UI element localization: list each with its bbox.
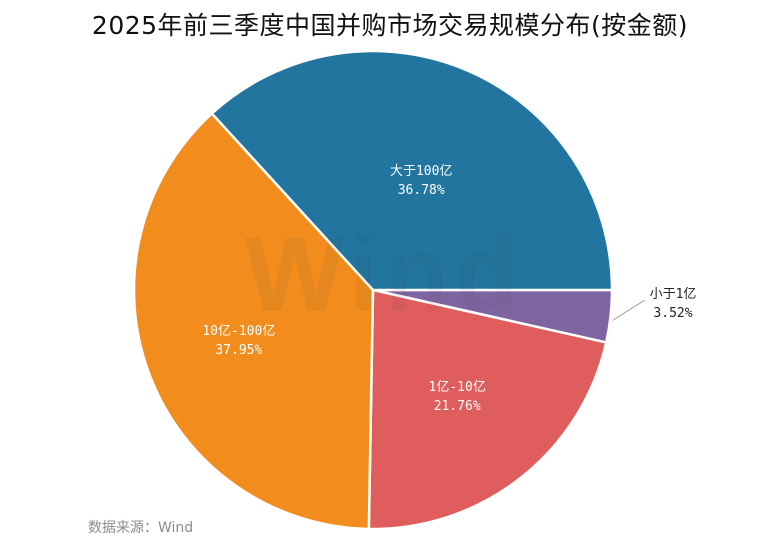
- slice-label-over-100yi: 大于100亿 36.78%: [366, 162, 476, 200]
- data-source-note: 数据来源：Wind: [88, 520, 194, 536]
- label-value: 3.52%: [653, 306, 693, 321]
- label-value: 21.76%: [433, 399, 481, 415]
- slice-label-10-100yi: 10亿-100亿 37.95%: [184, 322, 294, 360]
- label-name: 10亿-100亿: [202, 323, 276, 339]
- leader-line: [612, 299, 646, 321]
- pie-slice: [367, 288, 608, 531]
- chart-title: 2025年前三季度中国并购市场交易规模分布(按金额): [91, 11, 689, 40]
- pie-slice: [132, 112, 375, 531]
- slice-label-1-10yi: 1亿-10亿 21.76%: [402, 378, 512, 416]
- label-name: 小于1亿: [649, 287, 697, 302]
- label-value: 36.78%: [397, 182, 445, 198]
- slice-label-under-1yi: 小于1亿 3.52%: [638, 285, 708, 323]
- pie-slices: [132, 49, 614, 531]
- label-name: 大于100亿: [389, 163, 453, 179]
- label-name: 1亿-10亿: [428, 380, 486, 396]
- pie-slice: [210, 49, 614, 292]
- label-value: 37.95%: [215, 342, 263, 358]
